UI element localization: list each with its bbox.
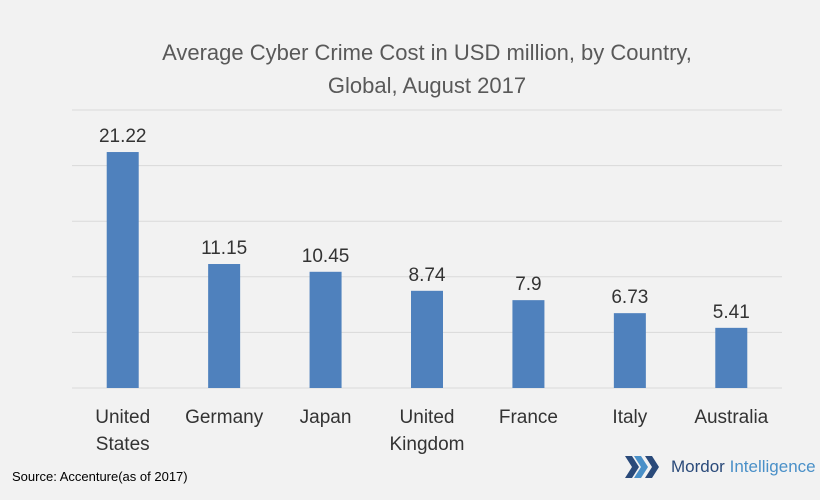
bar-value-label: 21.22	[99, 126, 147, 147]
bars	[106, 152, 748, 388]
x-axis-tick-labels: United States Germany Japan United Kingdom Fra…	[95, 407, 768, 455]
x-tick-label: United	[95, 407, 150, 428]
chart-title-line-2: Global, August 2017	[328, 73, 526, 98]
bar	[715, 327, 748, 388]
bar-value-label: 11.15	[201, 238, 247, 259]
bar	[613, 313, 646, 388]
bar-value-label: 10.45	[302, 246, 350, 267]
x-tick-label: France	[499, 407, 558, 428]
bar-value-label: 5.41	[713, 302, 750, 323]
x-tick-label: Germany	[185, 407, 264, 428]
chart-title-line-1: Average Cyber Crime Cost in USD million,…	[162, 40, 692, 65]
bar	[411, 290, 443, 388]
logo-word-mordor: Mordor	[671, 457, 725, 476]
value-labels: 21.22 11.15 10.45 8.74 7.9 6.73 5.41	[99, 126, 750, 323]
bar-value-label: 6.73	[611, 287, 648, 308]
x-tick-label: States	[96, 434, 150, 455]
bar	[309, 271, 342, 388]
x-tick-label: Japan	[300, 407, 352, 428]
mordor-intelligence-logo: Mordor Intelligence	[625, 456, 816, 478]
bar	[512, 300, 545, 388]
logo-wordmark: Mordor Intelligence	[671, 457, 816, 477]
x-tick-label: Kingdom	[390, 434, 465, 455]
bar	[208, 264, 241, 388]
x-tick-label: United	[400, 407, 455, 428]
x-tick-label: Italy	[612, 407, 647, 428]
mordor-logo-icon	[625, 456, 659, 478]
bar-value-label: 8.74	[409, 265, 446, 286]
source-note: Source: Accenture(as of 2017)	[12, 469, 188, 484]
bar-value-label: 7.9	[515, 274, 541, 295]
x-tick-label: Australia	[694, 407, 768, 428]
logo-word-intelligence: Intelligence	[729, 457, 816, 476]
bar	[106, 152, 139, 388]
